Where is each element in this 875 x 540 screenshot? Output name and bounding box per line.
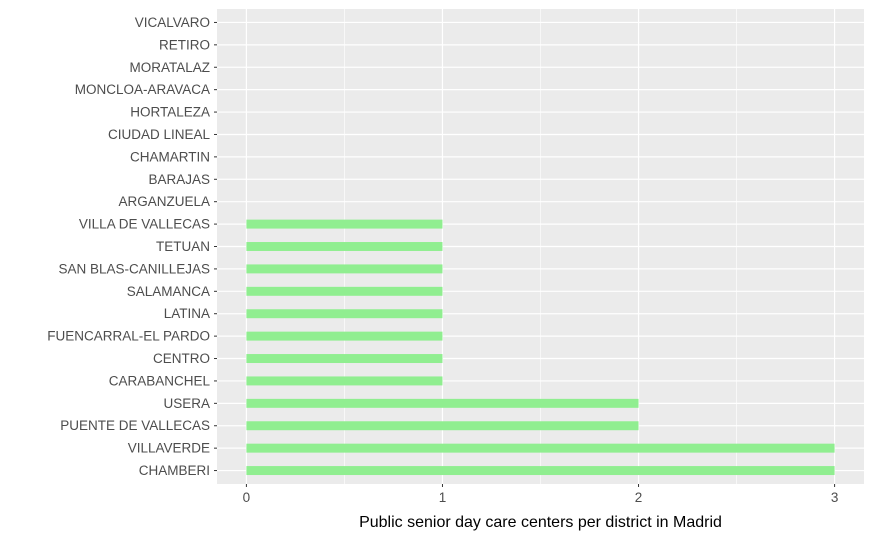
y-tick-label: BARAJAS [148,172,210,187]
bar [246,466,835,476]
bar [246,309,443,319]
y-tick-label: PUENTE DE VALLECAS [60,418,210,433]
bar [246,398,639,408]
y-tick-label: CHAMARTIN [130,149,210,164]
x-tick-label: 1 [439,490,447,505]
x-tick-label: 0 [243,490,251,505]
y-tick-label: TETUAN [156,239,210,254]
bar [246,264,443,274]
bar [246,443,835,453]
y-tick-label: SALAMANCA [127,284,210,299]
y-tick-label: FUENCARRAL-EL PARDO [47,329,210,344]
y-tick-label: CIUDAD LINEAL [108,127,211,142]
y-tick-label: CHAMBERI [139,463,210,478]
bar [246,331,443,341]
x-axis-ticks: 0 1 2 3 [243,484,839,505]
bar [246,219,443,229]
y-tick-label: VILLA DE VALLECAS [79,217,210,232]
x-tick-label: 2 [635,490,643,505]
y-tick-label: ARGANZUELA [118,194,210,209]
y-tick-label: CENTRO [153,351,210,366]
x-tick-label: 3 [831,490,839,505]
y-tick-label: USERA [163,396,210,411]
y-axis-ticks: CHAMBERI VILLAVERDE PUENTE DE VALLECAS USER… [47,15,217,478]
bar [246,286,443,296]
y-tick-label: LATINA [164,306,210,321]
bar [246,242,443,251]
y-tick-label: HORTALEZA [130,105,210,120]
y-tick-label: CARABANCHEL [109,373,211,388]
y-tick-label: VICALVARO [135,15,210,30]
x-axis-title: Public senior day care centers per distr… [359,514,722,531]
y-tick-label: VILLAVERDE [128,441,210,456]
y-tick-label: MONCLOA-ARAVACA [75,82,210,97]
bar [246,421,639,431]
y-tick-label: MORATALAZ [129,60,210,75]
y-tick-label: SAN BLAS-CANILLEJAS [58,261,210,276]
bar [246,376,443,386]
bars [246,219,835,476]
bar [246,354,443,364]
y-tick-label: RETIRO [159,37,210,52]
